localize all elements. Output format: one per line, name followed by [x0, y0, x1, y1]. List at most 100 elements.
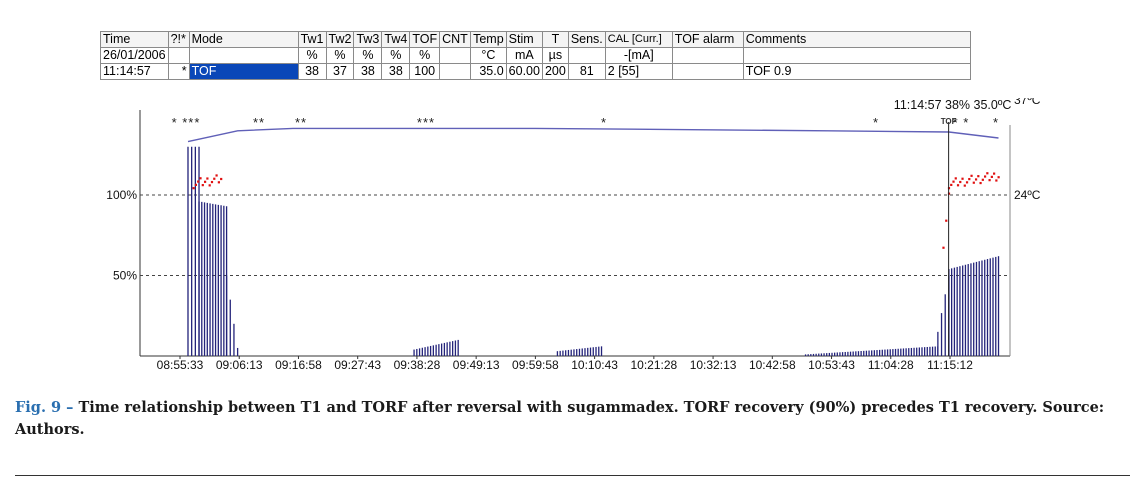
cell-comments[interactable]: TOF 0.9 — [742, 63, 971, 80]
unit-tw2: % — [325, 47, 355, 64]
right-axis-label-24: 24ºC — [1014, 188, 1041, 202]
x-tick-label: 09:16:58 — [275, 358, 322, 372]
unit-mode — [188, 47, 299, 64]
header-sens[interactable]: Sens. — [567, 31, 606, 48]
table-header-row: Time ?!* Mode Tw1 Tw2 Tw3 Tw4 TOF CNT Te… — [100, 31, 971, 48]
x-tick-label: 11:04:28 — [868, 358, 914, 372]
tof-ratio-point — [959, 180, 962, 184]
cell-flags[interactable]: * — [167, 63, 190, 80]
cell-tof-alarm[interactable] — [671, 63, 744, 80]
cell-t[interactable]: 200 — [541, 63, 569, 80]
cell-sens[interactable]: 81 — [567, 63, 606, 80]
tof-ratio-point — [977, 175, 980, 178]
cell-tw2[interactable]: 37 — [325, 63, 355, 80]
tof-ratio-point — [192, 187, 195, 190]
tof-ratio-point — [952, 180, 955, 183]
tof-ratio-point — [963, 184, 966, 187]
tof-ratio-point — [979, 181, 982, 185]
y-tick-label: 100% — [106, 188, 137, 202]
tof-ratio-point — [993, 172, 996, 175]
header-temp[interactable]: Temp — [470, 31, 507, 48]
header-comments[interactable]: Comments — [742, 31, 971, 48]
header-tw2[interactable]: Tw2 — [325, 31, 355, 48]
unit-comments — [742, 47, 971, 64]
cell-tw4[interactable]: 38 — [381, 63, 411, 80]
unit-temp: °C — [470, 47, 507, 64]
unit-cnt — [439, 47, 472, 64]
x-tick-label: 09:27:43 — [334, 358, 381, 372]
annotation-mark: * — [601, 115, 607, 130]
unit-stim: mA — [505, 47, 543, 64]
annotation-mark: * — [873, 115, 879, 130]
unit-tw3: % — [353, 47, 383, 64]
tof-ratio-point — [945, 219, 948, 222]
cell-cnt[interactable] — [439, 63, 472, 80]
cell-tw3[interactable]: 38 — [353, 63, 383, 80]
table-date: 26/01/2006 — [100, 47, 169, 64]
header-mode[interactable]: Mode — [188, 31, 299, 48]
unit-tw4: % — [381, 47, 411, 64]
tof-ratio-point — [954, 177, 957, 180]
tof-ratio-point — [974, 178, 978, 181]
tof-ratio-point — [197, 180, 200, 183]
unit-tw1: % — [297, 47, 327, 64]
y-tick-label: 50% — [113, 269, 137, 283]
tof-ratio-point — [956, 184, 960, 187]
cell-tof[interactable]: 100 — [409, 63, 441, 80]
tof-ratio-point — [961, 177, 964, 180]
x-tick-label: 10:10:43 — [571, 358, 618, 372]
caption-text: Time relationship between T1 and TORF af… — [15, 399, 1105, 438]
tof-ratio-point — [970, 174, 973, 177]
annotation-mark: * — [993, 115, 999, 130]
right-axis-label-37: 37ºC — [1014, 98, 1041, 107]
cell-temp[interactable]: 35.0 — [470, 63, 507, 80]
cell-mode[interactable]: TOF — [188, 63, 299, 80]
tof-ratio-point — [990, 175, 993, 178]
x-tick-label: 11:15:12 — [927, 358, 973, 372]
tof-ratio-point — [997, 176, 1000, 179]
x-tick-label: 10:21:28 — [630, 358, 677, 372]
tof-ratio-point — [950, 183, 953, 187]
x-tick-label: 10:53:43 — [808, 358, 855, 372]
header-cnt[interactable]: CNT — [439, 31, 472, 48]
cell-cal[interactable]: 2 [55] — [604, 63, 673, 80]
tof-ratio-point — [194, 183, 198, 186]
cursor-readout: 11:14:57 38% 35.0ºC — [894, 98, 1012, 112]
cell-tw1[interactable]: 38 — [297, 63, 327, 80]
chart-svg[interactable]: TOF * *** ** ** *** * * * * * 100%50%37ºC24ºC08… — [96, 98, 1056, 372]
tof-ratio-point — [217, 181, 220, 184]
header-tof[interactable]: TOF — [409, 31, 441, 48]
header-stim[interactable]: Stim — [505, 31, 543, 48]
x-tick-label: 08:55:33 — [157, 358, 204, 372]
header-tw1[interactable]: Tw1 — [297, 31, 327, 48]
x-tick-label: 10:32:13 — [690, 358, 737, 372]
annotation-mark: * *** — [172, 115, 201, 130]
divider — [15, 475, 1130, 476]
unit-flags — [167, 47, 190, 64]
x-tick-label: 09:49:13 — [453, 358, 500, 372]
tof-data-table: Time ?!* Mode Tw1 Tw2 Tw3 Tw4 TOF CNT Te… — [100, 31, 971, 80]
tof-ratio-point — [983, 175, 987, 178]
cell-time[interactable]: 11:14:57 — [100, 63, 169, 80]
table-units-row: 26/01/2006 % % % % % °C mA µs -[mA] — [100, 47, 971, 64]
header-t[interactable]: T — [541, 31, 569, 48]
header-cal[interactable]: CAL [Curr.] — [604, 31, 673, 48]
header-flags[interactable]: ?!* — [167, 31, 190, 48]
tof-ratio-point — [965, 181, 969, 184]
tof-ratio-point — [968, 177, 971, 181]
tof-ratio-point — [972, 181, 975, 184]
cell-stim[interactable]: 60.00 — [505, 63, 543, 80]
tof-trend-chart[interactable]: TOF * *** ** ** *** * * * * * 100% 50% 37ºC 24ºC 08… — [96, 98, 1056, 372]
header-time[interactable]: Time — [100, 31, 169, 48]
header-tw4[interactable]: Tw4 — [381, 31, 411, 48]
unit-t: µs — [541, 47, 569, 64]
x-tick-label: 09:59:58 — [512, 358, 559, 372]
tof-ratio-point — [981, 178, 984, 181]
tof-ratio-point — [208, 184, 211, 187]
tof-ratio-point — [220, 177, 223, 181]
header-tof-alarm[interactable]: TOF alarm — [671, 31, 744, 48]
tof-ratio-point — [199, 177, 202, 180]
tof-ratio-point — [986, 172, 989, 175]
table-row[interactable]: 11:14:57 * TOF 38 37 38 38 100 35.0 60.0… — [100, 63, 971, 80]
header-tw3[interactable]: Tw3 — [353, 31, 383, 48]
